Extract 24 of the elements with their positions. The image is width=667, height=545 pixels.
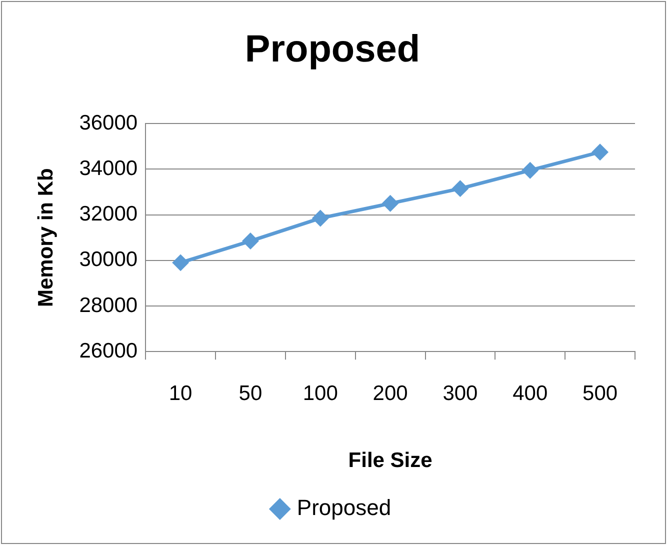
- x-tick-label: 300: [442, 382, 478, 405]
- x-tick-label: 100: [302, 382, 338, 405]
- x-axis-title: File Size: [348, 449, 432, 472]
- point: [172, 254, 188, 270]
- y-tick-label: 30000: [79, 248, 138, 272]
- y-tick-label: 32000: [79, 202, 138, 226]
- point: [452, 180, 468, 196]
- x-tick-label: 400: [512, 382, 548, 405]
- x-tick-label: 200: [372, 382, 408, 405]
- point: [592, 144, 608, 160]
- y-tick-label: 28000: [79, 294, 138, 317]
- point: [382, 196, 398, 212]
- y-tick-label: 36000: [79, 111, 138, 134]
- x-tick-label: 10: [168, 382, 192, 405]
- x-tick-label: 50: [238, 382, 262, 405]
- y-tick-label: 34000: [79, 156, 138, 180]
- x-tick-label: 500: [582, 382, 618, 405]
- point: [242, 233, 258, 249]
- point: [312, 210, 328, 226]
- y-axis-title: Memory in Kb: [34, 168, 58, 308]
- chart-title: Proposed: [244, 28, 420, 70]
- y-tick-label: 26000: [79, 339, 138, 362]
- legend-label: Proposed: [296, 495, 392, 520]
- point: [522, 162, 538, 178]
